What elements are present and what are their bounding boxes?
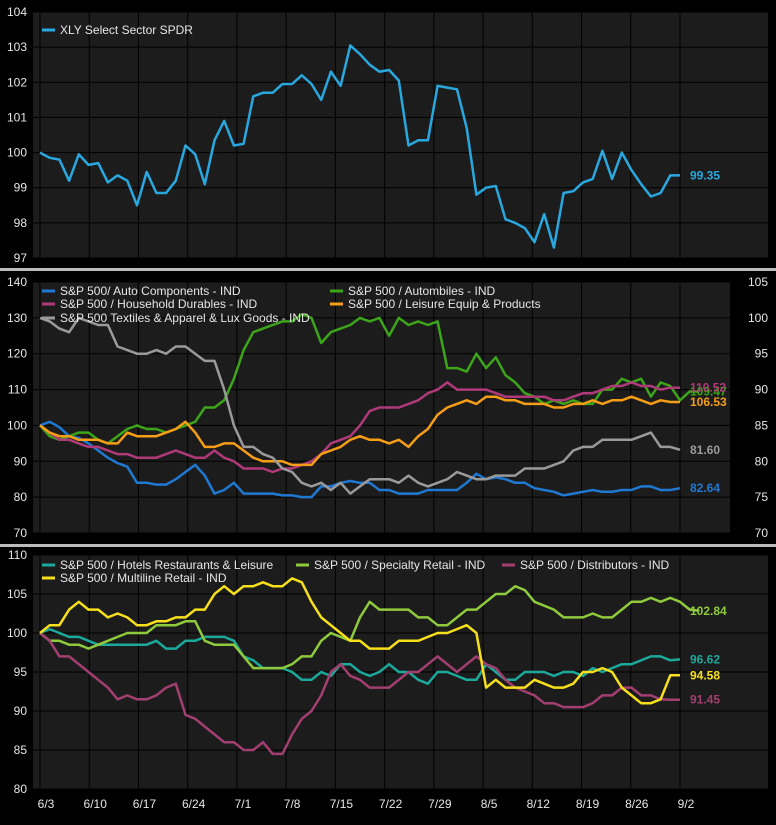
y-tick-label: 103 bbox=[7, 40, 27, 54]
panel-separator-2 bbox=[0, 544, 776, 547]
y-tick-label: 80 bbox=[14, 490, 28, 504]
y-tick-label: 101 bbox=[7, 110, 27, 124]
panel-separator-1 bbox=[0, 268, 776, 271]
y-tick-label: 100 bbox=[7, 626, 27, 640]
y2-tick-label: 80 bbox=[755, 454, 769, 468]
y2-tick-label: 105 bbox=[748, 275, 768, 289]
panel-2: 70 80 90 100 110 120 130 140 70 75 80 85 90 95 100 105 8… bbox=[7, 275, 768, 540]
y-tick-label: 120 bbox=[7, 347, 27, 361]
end-value-label: 96.62 bbox=[690, 652, 720, 666]
x-tick-label: 6/3 bbox=[38, 797, 55, 811]
x-tick-label: 6/17 bbox=[133, 797, 157, 811]
y2-tick-label: 95 bbox=[755, 347, 769, 361]
x-tick-label: 7/8 bbox=[284, 797, 301, 811]
x-tick-label: 7/22 bbox=[379, 797, 403, 811]
y-tick-label: 70 bbox=[14, 526, 28, 540]
y-tick-label: 100 bbox=[7, 418, 27, 432]
series-line-1 bbox=[39, 420, 681, 499]
x-tick-label: 6/24 bbox=[182, 797, 206, 811]
series-line-2 bbox=[39, 313, 700, 445]
x-tick-label: 8/19 bbox=[576, 797, 600, 811]
y2-tick-label: 85 bbox=[755, 418, 769, 432]
y2-tick-label: 90 bbox=[755, 383, 769, 397]
end-value-label: 106.53 bbox=[690, 395, 727, 409]
end-value-label: 82.64 bbox=[690, 481, 720, 495]
y-tick-label: 99 bbox=[14, 181, 28, 195]
panel-3: 80 85 90 95 100 105 110 96.62 102.84 91.45 94.58 S&… bbox=[7, 548, 768, 796]
legend-label: S&P 500/ Auto Components - IND bbox=[60, 284, 241, 298]
legend-label: S&P 500 / Specialty Retail - IND bbox=[314, 558, 486, 572]
x-tick-label: 8/12 bbox=[527, 797, 551, 811]
x-tick-label: 8/26 bbox=[625, 797, 649, 811]
end-value-label: 94.58 bbox=[690, 668, 720, 682]
series-line-4 bbox=[39, 395, 680, 467]
series-line-1 bbox=[39, 627, 681, 685]
series-line-3 bbox=[39, 381, 680, 474]
y-tick-label: 140 bbox=[7, 275, 27, 289]
y-tick-label: 98 bbox=[14, 216, 28, 230]
legend-label: S&P 500 / Hotels Restaurants & Leisure bbox=[60, 558, 274, 572]
end-value-label: 99.35 bbox=[690, 168, 720, 182]
end-value-label: 91.45 bbox=[690, 693, 720, 707]
y-tick-label: 104 bbox=[7, 5, 27, 19]
y-tick-label: 97 bbox=[14, 251, 28, 265]
y-tick-label: 100 bbox=[7, 146, 27, 160]
legend-label: S&P 500 / Distributors - IND bbox=[520, 558, 669, 572]
series-line-3 bbox=[39, 632, 680, 756]
y-tick-label: 90 bbox=[14, 704, 28, 718]
y-tick-label: 110 bbox=[8, 548, 27, 562]
legend-label: S&P 500 / Autombiles - IND bbox=[348, 284, 496, 298]
y2-tick-label: 70 bbox=[755, 526, 769, 540]
end-value-label: 81.60 bbox=[690, 443, 720, 457]
series-line-1 bbox=[39, 44, 680, 249]
series-line-2 bbox=[39, 584, 700, 670]
x-tick-label: 6/10 bbox=[84, 797, 108, 811]
x-tick-label: 9/2 bbox=[678, 797, 695, 811]
legend-label: S&P 500 Textiles & Apparel & Lux Goods -… bbox=[60, 311, 310, 325]
panel-1: 97 98 99 100 101 102 103 104 99.35 XLY Select Sec… bbox=[7, 5, 768, 265]
y2-tick-label: 100 bbox=[748, 311, 768, 325]
y-tick-label: 130 bbox=[7, 311, 27, 325]
y-tick-label: 102 bbox=[7, 75, 27, 89]
y-tick-label: 90 bbox=[14, 454, 28, 468]
end-value-label: 102.84 bbox=[690, 604, 727, 618]
legend-label: XLY Select Sector SPDR bbox=[60, 23, 193, 37]
y-tick-label: 105 bbox=[7, 587, 27, 601]
y-tick-label: 80 bbox=[14, 782, 28, 796]
y-tick-label: 110 bbox=[8, 383, 27, 397]
x-tick-label: 7/29 bbox=[428, 797, 452, 811]
x-tick-label: 7/15 bbox=[330, 797, 354, 811]
legend-label: S&P 500 / Household Durables - IND bbox=[60, 297, 258, 311]
y-tick-label: 85 bbox=[14, 743, 28, 757]
legend-label: S&P 500 / Leisure Equip & Products bbox=[348, 297, 541, 311]
y-tick-label: 95 bbox=[14, 665, 28, 679]
series-line-5 bbox=[39, 316, 681, 495]
x-tick-label: 8/5 bbox=[481, 797, 498, 811]
end-value-label: 109.47 bbox=[690, 384, 727, 398]
end-value-label: 110.52 bbox=[690, 381, 726, 395]
series-line-4 bbox=[39, 577, 680, 705]
plot-area bbox=[33, 12, 768, 258]
legend-label: S&P 500 / Multiline Retail - IND bbox=[60, 571, 227, 585]
x-tick-label: 7/1 bbox=[235, 797, 252, 811]
y2-tick-label: 75 bbox=[755, 490, 769, 504]
